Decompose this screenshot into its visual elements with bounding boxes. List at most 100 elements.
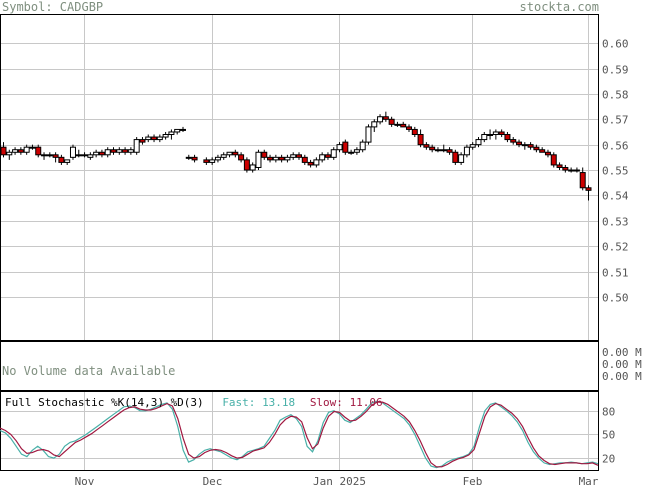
candle-body [342,141,349,153]
candle [156,134,163,143]
candle [232,149,239,158]
candle-body [232,151,239,156]
candle [458,152,465,165]
candle-body [174,128,181,133]
candle-body [6,151,13,156]
candle [12,147,19,155]
candle-body [249,164,256,171]
candle-body [330,149,337,158]
candle [336,142,343,153]
candle [214,154,221,163]
candle-body [423,144,430,148]
fast-legend: Fast: 13.18 [222,396,295,409]
candle [69,144,76,160]
candle [533,144,540,153]
candle [504,131,511,143]
candle-body [238,154,245,161]
candle [353,147,360,155]
candle [562,164,569,173]
candle [544,149,551,158]
candle [151,134,158,143]
candle [434,147,441,153]
candle-body [458,154,465,163]
candle-body [521,144,528,147]
candle [417,129,424,148]
candle [359,139,366,153]
stochastic-tick-label: 80 [602,406,615,419]
candle-body [296,154,302,158]
symbol-label: Symbol: CADGBP [2,0,104,14]
candle-body [151,136,158,141]
candle-body [463,146,470,156]
candle [267,154,274,163]
candle-body [371,121,378,128]
candle [492,129,499,140]
slow-label: Slow: [309,396,343,409]
slow-stochastic-line [0,401,599,468]
candle-body [209,159,216,163]
candle [510,137,517,145]
volume-tick-label: 0.00 M [602,346,642,359]
candle [81,152,88,158]
candle-body [446,149,453,153]
candle-body [0,146,7,156]
candle-body [527,144,534,148]
site-label: stockta.com [519,0,599,14]
stochastic-legend: Full Stochastic %K(14,3) %D(3) Fast: 13.… [5,396,383,409]
month-label: Dec [203,475,223,486]
month-label: Feb [463,475,483,486]
candle [469,142,476,150]
candle [382,111,389,122]
volume-tick-label: 0.00 M [602,370,642,383]
candle-body [313,159,320,166]
fast-value: 13.18 [262,396,296,409]
candle [75,149,82,158]
candle-body [417,134,424,146]
candle-body [469,144,476,148]
candle [290,152,297,160]
candle [394,121,401,127]
candle [284,154,291,163]
candle-body [87,154,94,158]
price-tick-label: 0.51 [602,267,629,280]
price-tick-label: 0.54 [602,190,629,203]
candle-body [58,156,65,163]
slow-legend: Slow: 11.06 [310,396,383,409]
candle [168,129,175,140]
candle-body [487,134,494,137]
price-tick-label: 0.50 [602,292,629,305]
candle-body [579,172,586,189]
candle-body [226,151,233,156]
candle [104,147,111,158]
candle [191,154,198,163]
candle-body [348,151,355,154]
price-tick-label: 0.52 [602,241,629,254]
candle-body [394,123,401,126]
candle [423,142,430,150]
candle [249,162,256,173]
candle [87,152,94,160]
candle [58,154,65,165]
candle [41,152,48,160]
candle [377,114,384,125]
candle-body [255,151,262,168]
candle-body [452,151,459,163]
candle-body [556,164,563,168]
candle [179,126,186,132]
candle-body [156,136,163,141]
price-tick-label: 0.55 [602,165,629,178]
slow-value: 11.06 [349,396,383,409]
candle [463,144,470,158]
candle-body [133,139,140,153]
candle-body [290,154,297,158]
price-tick-label: 0.59 [602,64,629,77]
candle [400,121,407,128]
volume-panel-frame [0,341,599,391]
candle [0,142,7,158]
candle [307,159,314,168]
candle-body [434,149,441,152]
candle [452,149,459,165]
candle-body [562,166,569,171]
candle [406,124,413,132]
